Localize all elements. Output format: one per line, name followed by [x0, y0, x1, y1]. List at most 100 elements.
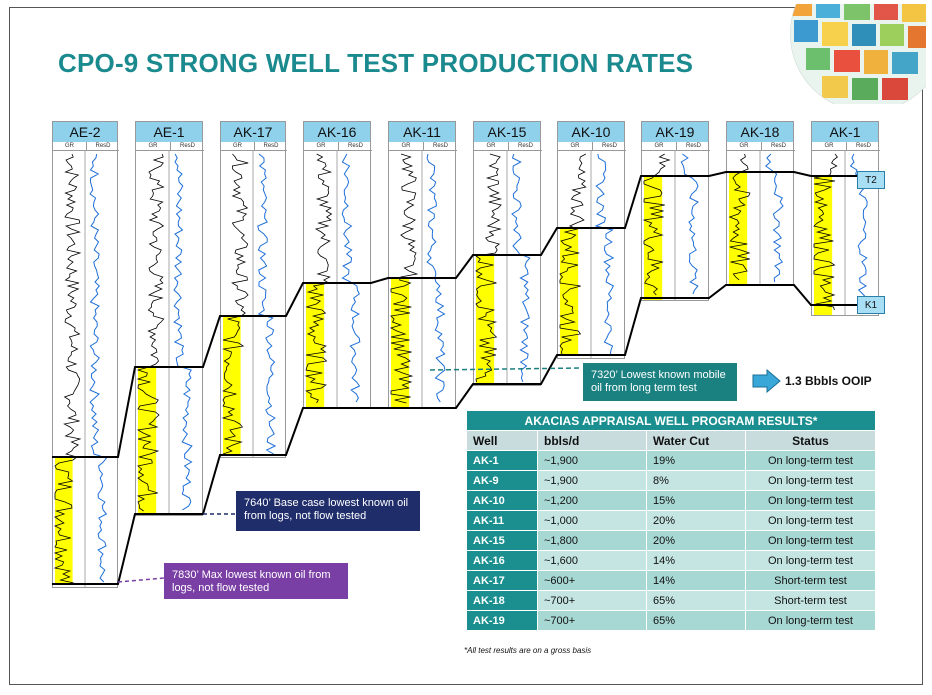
- table-body: AK-1 ~1,900 19% On long-term test AK-9 ~1,900…: [466, 450, 876, 631]
- sand-fill: [814, 177, 833, 315]
- log-tracks: [53, 151, 108, 587]
- res-curve: [594, 153, 615, 355]
- well-name: AK-17: [221, 122, 285, 142]
- table-row: AK-11 ~1,000 20% On long-term test: [466, 510, 876, 531]
- water-cut-cell: 20%: [646, 510, 746, 531]
- status-cell: Short-term test: [745, 590, 876, 611]
- table-row: AK-18 ~700+ 65% Short-term test: [466, 590, 876, 611]
- well-cell: AK-10: [466, 490, 538, 511]
- well-name: AK-16: [304, 122, 370, 142]
- gr-track-label: GR: [221, 142, 254, 151]
- res-track-label: ResD: [508, 142, 542, 151]
- log-tracks: [559, 151, 615, 358]
- well-cell: AK-1: [466, 450, 538, 471]
- table-row: AK-19 ~700+ 65% On long-term test: [466, 610, 876, 631]
- gr-curve: [642, 153, 671, 296]
- gr-track-label: GR: [136, 142, 170, 151]
- gr-curve: [813, 153, 838, 311]
- log-tracks: [221, 151, 277, 457]
- well-panel-ak-10: AK-10 GR ResD: [557, 121, 626, 359]
- res-track-label: ResD: [846, 142, 880, 151]
- gr-curve: [221, 153, 249, 455]
- water-cut-cell: 19%: [646, 450, 746, 471]
- status-cell: On long-term test: [745, 490, 876, 511]
- rate-cell: ~700+: [537, 590, 647, 611]
- sand-fill: [644, 177, 663, 300]
- globe-logo: [776, 4, 926, 104]
- gr-track-label: GR: [558, 142, 592, 151]
- rate-cell: ~600+: [537, 570, 647, 591]
- res-track-label: ResD: [592, 142, 626, 151]
- well-cell: AK-17: [466, 570, 538, 591]
- rate-cell: ~1,900: [537, 470, 647, 491]
- rate-cell: ~1,900: [537, 450, 647, 471]
- water-cut-cell: 65%: [646, 610, 746, 631]
- sand-fill: [223, 317, 241, 456]
- well-cell: AK-18: [466, 590, 538, 611]
- marker-t2: T2: [857, 171, 885, 189]
- res-track-label: ResD: [170, 142, 204, 151]
- gr-track-label: GR: [642, 142, 676, 151]
- well-panel-ak-11: AK-11 GR ResD: [388, 121, 457, 409]
- log-tracks: [304, 151, 361, 408]
- log-tracks: [642, 151, 699, 300]
- well-name: AK-11: [389, 122, 455, 142]
- table-row: AK-15 ~1,800 20% On long-term test: [466, 530, 876, 551]
- table-row: AK-10 ~1,200 15% On long-term test: [466, 490, 876, 511]
- rate-cell: ~1,000: [537, 510, 647, 531]
- gr-track-label: GR: [304, 142, 338, 151]
- rate-cell: ~1,800: [537, 530, 647, 551]
- gr-track-label: GR: [812, 142, 846, 151]
- table-header-row: Well bbls/d Water Cut Status: [466, 430, 876, 451]
- ooip-label: 1.3 Bbbls OOIP: [785, 374, 872, 388]
- res-curve: [511, 153, 531, 383]
- status-cell: On long-term test: [745, 510, 876, 531]
- well-cell: AK-16: [466, 550, 538, 571]
- res-curve: [257, 153, 277, 455]
- water-cut-cell: 8%: [646, 470, 746, 491]
- res-curve: [341, 153, 361, 403]
- well-panel-ak-19: AK-19 GR ResD: [641, 121, 710, 301]
- table-row: AK-16 ~1,600 14% On long-term test: [466, 550, 876, 571]
- res-curve: [89, 153, 108, 583]
- well-cell: AK-11: [466, 510, 538, 531]
- gr-curve: [53, 153, 82, 584]
- table-title: AKACIAS APPRAISAL WELL PROGRAM RESULTS*: [466, 410, 876, 431]
- well-panel-ae-2: AE-2 GR ResD: [52, 121, 119, 588]
- status-cell: On long-term test: [745, 550, 876, 571]
- status-cell: Short-term test: [745, 570, 876, 591]
- status-cell: On long-term test: [745, 450, 876, 471]
- well-panel-ak-16: AK-16 GR ResD: [303, 121, 372, 409]
- purple-leader-line: [117, 577, 165, 583]
- sand-fill: [391, 279, 410, 408]
- well-name: AK-18: [727, 122, 793, 142]
- water-cut-cell: 20%: [646, 530, 746, 551]
- res-curve: [680, 153, 699, 295]
- gr-track-label: GR: [53, 142, 86, 151]
- gr-curve: [304, 153, 333, 404]
- table-row: AK-1 ~1,900 19% On long-term test: [466, 450, 876, 471]
- teal-leader-line: [429, 367, 582, 371]
- callout-max-lowest: 7830’ Max lowest known oil from logs, no…: [164, 563, 348, 599]
- table-row: AK-9 ~1,900 8% On long-term test: [466, 470, 876, 491]
- res-curve: [764, 153, 784, 283]
- log-tracks: [474, 151, 531, 385]
- gr-curve: [474, 153, 503, 383]
- marker-k1: K1: [857, 296, 885, 314]
- well-panel-ak-17: AK-17 GR ResD: [220, 121, 287, 458]
- header-water-cut: Water Cut: [646, 430, 746, 451]
- water-cut-cell: 14%: [646, 550, 746, 571]
- well-name: AK-1: [812, 122, 878, 142]
- log-tracks: [728, 151, 784, 285]
- res-track-label: ResD: [423, 142, 457, 151]
- well-name: AK-19: [642, 122, 708, 142]
- res-track-label: ResD: [676, 142, 710, 151]
- well-name: AE-2: [53, 122, 117, 142]
- res-track-label: ResD: [761, 142, 795, 151]
- arrow-right-icon: [752, 369, 781, 393]
- well-cell: AK-9: [466, 470, 538, 491]
- well-cell: AK-19: [466, 610, 538, 631]
- header-status: Status: [745, 430, 876, 451]
- status-cell: On long-term test: [745, 470, 876, 491]
